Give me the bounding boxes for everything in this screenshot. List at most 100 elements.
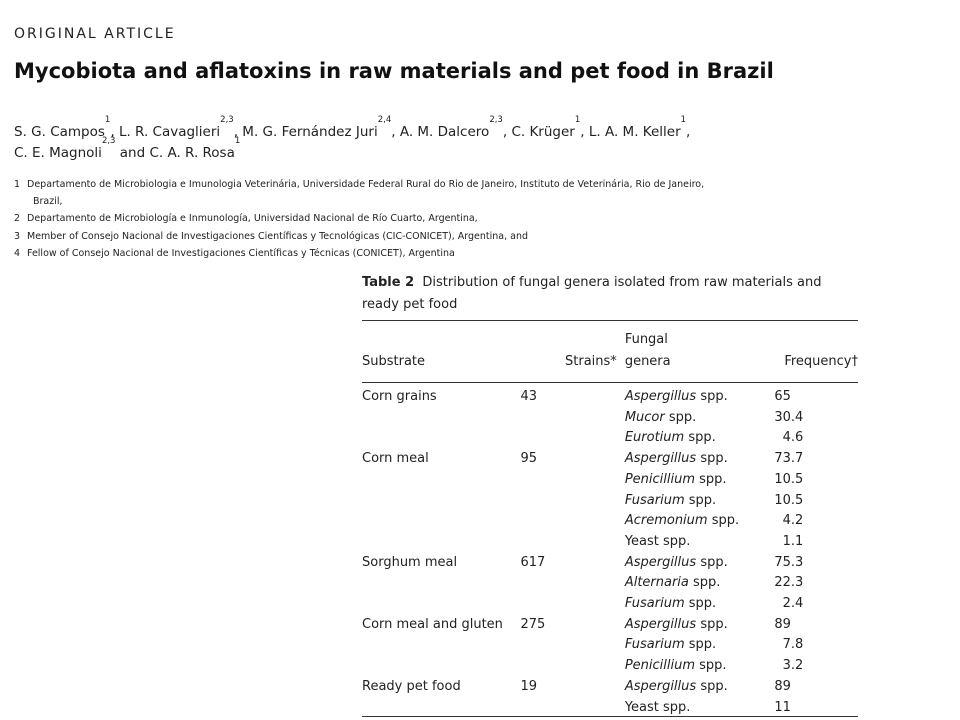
cell-substrate bbox=[362, 511, 520, 532]
cell-frequency: 75.3 bbox=[774, 554, 804, 570]
genus-name: Alternaria bbox=[624, 575, 689, 591]
cell-frequency: 89 bbox=[774, 678, 791, 694]
cell-frequency: 4.6 bbox=[774, 430, 804, 446]
author-name: C. A. R. Rosa bbox=[149, 145, 235, 161]
cell-substrate: Sorghum meal bbox=[362, 554, 458, 570]
table-row: Sorghum meal 617 Aspergillus spp. 75.3 bbox=[362, 553, 858, 574]
cell-strains bbox=[520, 635, 624, 656]
affiliation-text: Member of Consejo Nacional de Investigac… bbox=[27, 230, 528, 242]
genus-name: Aspergillus bbox=[624, 554, 697, 570]
author-list: S. G. Campos1, L. R. Cavaglieri2,3, M. G… bbox=[14, 115, 814, 164]
table-header-row: Fungal bbox=[362, 328, 858, 350]
author-affiliation-marker: 2,3 bbox=[489, 115, 503, 125]
cell-substrate: Corn meal bbox=[362, 451, 429, 467]
affiliation-item: 4 Fellow of Consejo Nacional de Investig… bbox=[14, 245, 814, 262]
cell-strains bbox=[520, 428, 624, 449]
cell-strains: 617 bbox=[520, 554, 546, 570]
genus-name: Aspergillus bbox=[624, 451, 697, 467]
cell-strains bbox=[520, 511, 624, 532]
table-row: Fusarium spp. 2.4 bbox=[362, 594, 858, 615]
cell-substrate bbox=[362, 491, 520, 512]
cell-genus: Aspergillus spp. bbox=[624, 554, 728, 570]
affiliation-item: 1 Departamento de Microbiologia e Imunol… bbox=[14, 176, 814, 193]
cell-frequency: 10.5 bbox=[774, 492, 804, 508]
author-line-1: S. G. Campos1, L. R. Cavaglieri2,3, M. G… bbox=[14, 115, 691, 140]
table-row: Corn meal 95 Aspergillus spp. 73.7 bbox=[362, 449, 858, 470]
header-substrate: Substrate bbox=[362, 353, 426, 369]
cell-genus: Aspergillus spp. bbox=[624, 678, 728, 694]
table-row: Fusarium spp. 10.5 bbox=[362, 491, 858, 512]
table-bottom-rule bbox=[362, 716, 858, 717]
affiliation-text: Fellow of Consejo Nacional de Investigac… bbox=[27, 247, 455, 259]
cell-substrate bbox=[362, 573, 520, 594]
table-row: Corn grains 43 Aspergillus spp. 65 bbox=[362, 387, 858, 408]
table-row: Penicillium spp. 3.2 bbox=[362, 656, 858, 677]
cell-frequency: 89 bbox=[774, 616, 791, 632]
genus-name: Penicillium bbox=[624, 658, 695, 674]
cell-genus: Yeast spp. bbox=[624, 533, 691, 549]
table-row: Penicillium spp. 10.5 bbox=[362, 470, 858, 491]
affiliation-item: 2 Departamento de Microbiología e Inmuno… bbox=[14, 210, 814, 227]
author-name: C. Krüger bbox=[511, 124, 575, 140]
author-affiliation-marker: 2,3 bbox=[220, 115, 234, 125]
genus-name: Aspergillus bbox=[624, 616, 697, 632]
table-body: Corn grains 43 Aspergillus spp. 65 Mucor spp… bbox=[362, 387, 858, 718]
affiliation-item: 3 Member of Consejo Nacional de Investig… bbox=[14, 228, 814, 245]
cell-genus: Penicillium spp. bbox=[624, 658, 727, 674]
section-label: ORIGINAL ARTICLE bbox=[14, 26, 176, 42]
affiliation-text: Brazil, bbox=[33, 196, 63, 208]
cell-frequency: 3.2 bbox=[774, 658, 804, 674]
affiliation-number: 4 bbox=[14, 247, 21, 259]
cell-substrate bbox=[362, 635, 520, 656]
table-row: Yeast spp. 11 bbox=[362, 698, 858, 719]
affiliation-text: Departamento de Microbiología e Inmunolo… bbox=[27, 213, 478, 225]
author-affiliation-marker: 1 bbox=[104, 115, 111, 125]
affiliation-number: 2 bbox=[14, 213, 21, 225]
affiliation-number: 3 bbox=[14, 230, 21, 242]
article-title: Mycobiota and aflatoxins in raw material… bbox=[14, 59, 774, 83]
table-row: Ready pet food 19 Aspergillus spp. 89 bbox=[362, 677, 858, 698]
author-name: C. E. Magnoli bbox=[14, 145, 102, 161]
cell-genus: Fusarium spp. bbox=[624, 637, 717, 653]
table-header-row: Substrate Strains* genera Frequency† bbox=[362, 350, 858, 372]
table-caption-text: Distribution of fungal genera isolated f… bbox=[362, 275, 822, 312]
affiliation-list: 1 Departamento de Microbiologia e Imunol… bbox=[14, 176, 814, 262]
cell-frequency: 65 bbox=[774, 389, 791, 404]
author-name: S. G. Campos bbox=[14, 124, 105, 140]
cell-strains bbox=[520, 656, 624, 677]
author-affiliation-marker: 1 bbox=[234, 136, 241, 146]
header-frequency: Frequency† bbox=[784, 353, 858, 369]
cell-frequency: 7.8 bbox=[774, 637, 804, 653]
author-line-2: C. E. Magnoli2,3 and C. A. R. Rosa1 bbox=[14, 137, 814, 164]
cell-genus: Eurotium spp. bbox=[624, 430, 716, 446]
genus-name: Aspergillus bbox=[624, 389, 697, 404]
cell-substrate bbox=[362, 656, 520, 677]
genus-name: Eurotium bbox=[624, 430, 685, 446]
cell-strains bbox=[520, 532, 624, 553]
cell-substrate bbox=[362, 470, 520, 491]
author-name: M. G. Fernández Juri bbox=[242, 124, 378, 140]
cell-strains: 43 bbox=[520, 389, 538, 404]
cell-strains: 275 bbox=[520, 616, 546, 632]
cell-frequency: 10.5 bbox=[774, 471, 804, 487]
author-conjunction: and bbox=[115, 145, 150, 161]
header-genera-line1: Fungal bbox=[624, 331, 668, 347]
cell-genus: Penicillium spp. bbox=[624, 471, 727, 487]
table-row: Corn meal and gluten 275 Aspergillus spp. 8… bbox=[362, 615, 858, 636]
genus-name: Aspergillus bbox=[624, 678, 697, 694]
cell-genus: Fusarium spp. bbox=[624, 492, 717, 508]
table-row: Fusarium spp. 7.8 bbox=[362, 635, 858, 656]
genus-name: Mucor bbox=[624, 409, 665, 425]
table-label: Table 2 bbox=[362, 275, 415, 290]
cell-strains bbox=[520, 470, 624, 491]
author-affiliation-marker: 1 bbox=[574, 115, 581, 125]
cell-genus: Alternaria spp. bbox=[624, 575, 721, 591]
author-name: A. M. Dalcero bbox=[399, 124, 490, 140]
data-table: Fungal Substrate Strains* genera Frequen… bbox=[362, 328, 858, 718]
cell-genus: Aspergillus spp. bbox=[624, 451, 728, 467]
cell-substrate: Corn grains bbox=[362, 389, 437, 404]
cell-genus: Acremonium spp. bbox=[624, 513, 740, 529]
table-row: Mucor spp. 30.4 bbox=[362, 408, 858, 429]
cell-strains: 19 bbox=[520, 678, 538, 694]
cell-genus: Fusarium spp. bbox=[624, 596, 717, 612]
